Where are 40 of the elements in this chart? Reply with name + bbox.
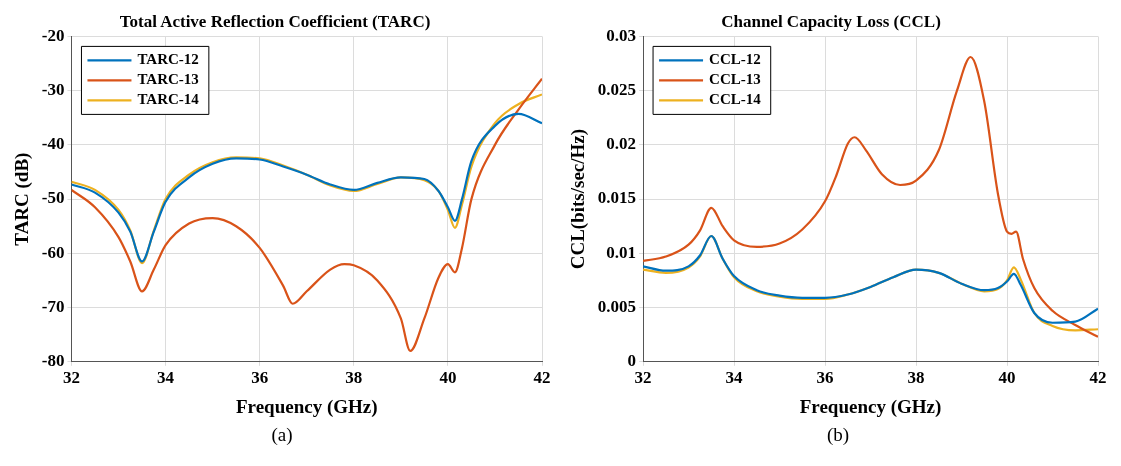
x-tick-label: 36 — [251, 368, 269, 388]
y-tick-label: 0.02 — [606, 134, 637, 154]
y-tick-label: 0.015 — [597, 188, 637, 208]
x-tick-label: 40 — [439, 368, 457, 388]
y-axis-title: TARC (dB) — [11, 152, 34, 246]
legend-label: CCL-14 — [709, 91, 762, 108]
y-tick-label: -60 — [41, 242, 65, 262]
x-tick-label: 32 — [634, 368, 652, 388]
x-tick-label: 36 — [816, 368, 834, 388]
x-tick-label: 32 — [62, 368, 80, 388]
legend-label: TARC-14 — [137, 91, 200, 108]
x-tick-label: 42 — [533, 368, 551, 388]
y-tick-label: -30 — [41, 80, 65, 100]
legend-label: CCL-13 — [709, 71, 761, 88]
x-tick-label: 38 — [907, 368, 925, 388]
x-axis-title: Frequency (GHz) — [799, 395, 942, 418]
x-tick-label: 38 — [345, 368, 363, 388]
y-tick-label: -50 — [41, 188, 65, 208]
y-axis-title: CCL(bits/sec/Hz) — [567, 128, 590, 270]
y-tick-label: -20 — [41, 25, 65, 45]
y-tick-label: -70 — [41, 296, 65, 316]
x-tick-label: 42 — [1089, 368, 1107, 388]
y-tick-label: -80 — [41, 351, 65, 371]
legend-label: TARC-13 — [137, 71, 199, 88]
x-tick-label: 34 — [725, 368, 744, 388]
chart-title: Channel Capacity Loss (CCL) — [721, 11, 941, 31]
x-tick-label: 34 — [157, 368, 175, 388]
x-axis-title: Frequency (GHz) — [235, 395, 378, 418]
legend-label: TARC-12 — [137, 51, 199, 68]
x-tick-label: 40 — [998, 368, 1016, 388]
text: (b) — [826, 423, 850, 447]
chart-title: Total Active Reflection Coefficient (TARC) — [119, 11, 431, 31]
y-tick-label: 0.025 — [597, 80, 637, 100]
y-tick-label: 0 — [627, 351, 637, 371]
y-tick-label: 0.03 — [606, 25, 637, 45]
y-tick-label: 0.01 — [606, 242, 637, 262]
text: (a) — [271, 423, 293, 447]
y-tick-label: 0.005 — [597, 296, 637, 316]
y-tick-label: -40 — [41, 134, 65, 154]
legend-label: CCL-12 — [709, 51, 761, 68]
